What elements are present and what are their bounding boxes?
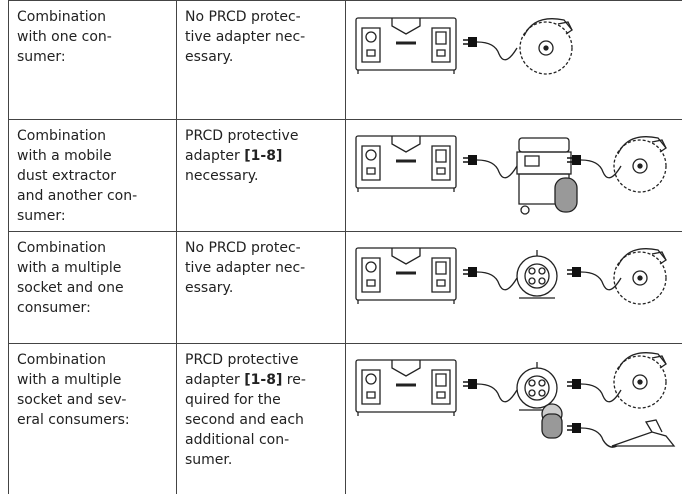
text-line: with a multiple	[17, 260, 122, 276]
column-border	[345, 0, 346, 494]
text-line: socket and one	[17, 280, 124, 296]
illustration	[354, 246, 667, 306]
requirement-cell: PRCD protective adapter [1-8] re-quired f…	[185, 350, 306, 470]
column-border	[176, 0, 177, 494]
text-line: with one con-	[17, 29, 112, 45]
text-line: No PRCD protec-	[185, 9, 301, 25]
text-line: Combination	[17, 352, 107, 368]
text-line: eral consumers:	[17, 412, 130, 428]
text-line: No PRCD protec-	[185, 240, 301, 256]
text-line: Combination	[17, 240, 107, 256]
text-line: essary.	[185, 49, 234, 65]
bold-reference: [1-8]	[244, 148, 283, 164]
column-border	[8, 0, 9, 494]
text-line: tive adapter nec-	[185, 260, 306, 276]
combination-cell: Combination with a multiple socket and sev…	[17, 350, 130, 430]
text-run: adapter	[185, 148, 245, 164]
requirement-cell: No PRCD protec-tive adapter nec-essary.	[185, 238, 305, 298]
text-line: sumer:	[17, 49, 66, 65]
text-line: sumer.	[185, 452, 233, 468]
text-line: necessary.	[185, 168, 259, 184]
text-line: adapter [1-8] re-	[185, 370, 306, 390]
text-line: and another con-	[17, 188, 138, 204]
text-line: PRCD protective	[185, 128, 299, 144]
bold-reference: [1-8]	[244, 372, 283, 388]
illustration	[354, 16, 573, 76]
text-line: consumer:	[17, 300, 91, 316]
combination-cell: Combination with a multiple socket and one…	[17, 238, 124, 318]
text-line: PRCD protective	[185, 352, 299, 368]
text-line: with a mobile	[17, 148, 112, 164]
combination-cell: Combination with a mobile dust extractor an…	[17, 126, 137, 226]
text-line: additional con-	[185, 432, 290, 448]
illustration	[354, 352, 675, 488]
text-line: tive adapter nec-	[185, 29, 306, 45]
text-line: quired for the	[185, 392, 281, 408]
requirement-cell: No PRCD protec-tive adapter nec-essary.	[185, 7, 305, 67]
text-line: sumer:	[17, 208, 66, 224]
text-line: adapter [1-8]	[185, 146, 298, 166]
text-line: second and each	[185, 412, 304, 428]
text-line: socket and sev-	[17, 392, 127, 408]
illustration	[354, 134, 667, 215]
text-line: dust extractor	[17, 168, 116, 184]
requirement-cell: PRCD protective adapter [1-8] necessary.	[185, 126, 298, 186]
combination-cell: Combination with one con-sumer:	[17, 7, 112, 67]
text-line: with a multiple	[17, 372, 122, 388]
text-line: Combination	[17, 9, 107, 25]
text-run: re-	[282, 372, 306, 388]
text-line: essary.	[185, 280, 234, 296]
text-run: adapter	[185, 372, 245, 388]
text-line: Combination	[17, 128, 107, 144]
